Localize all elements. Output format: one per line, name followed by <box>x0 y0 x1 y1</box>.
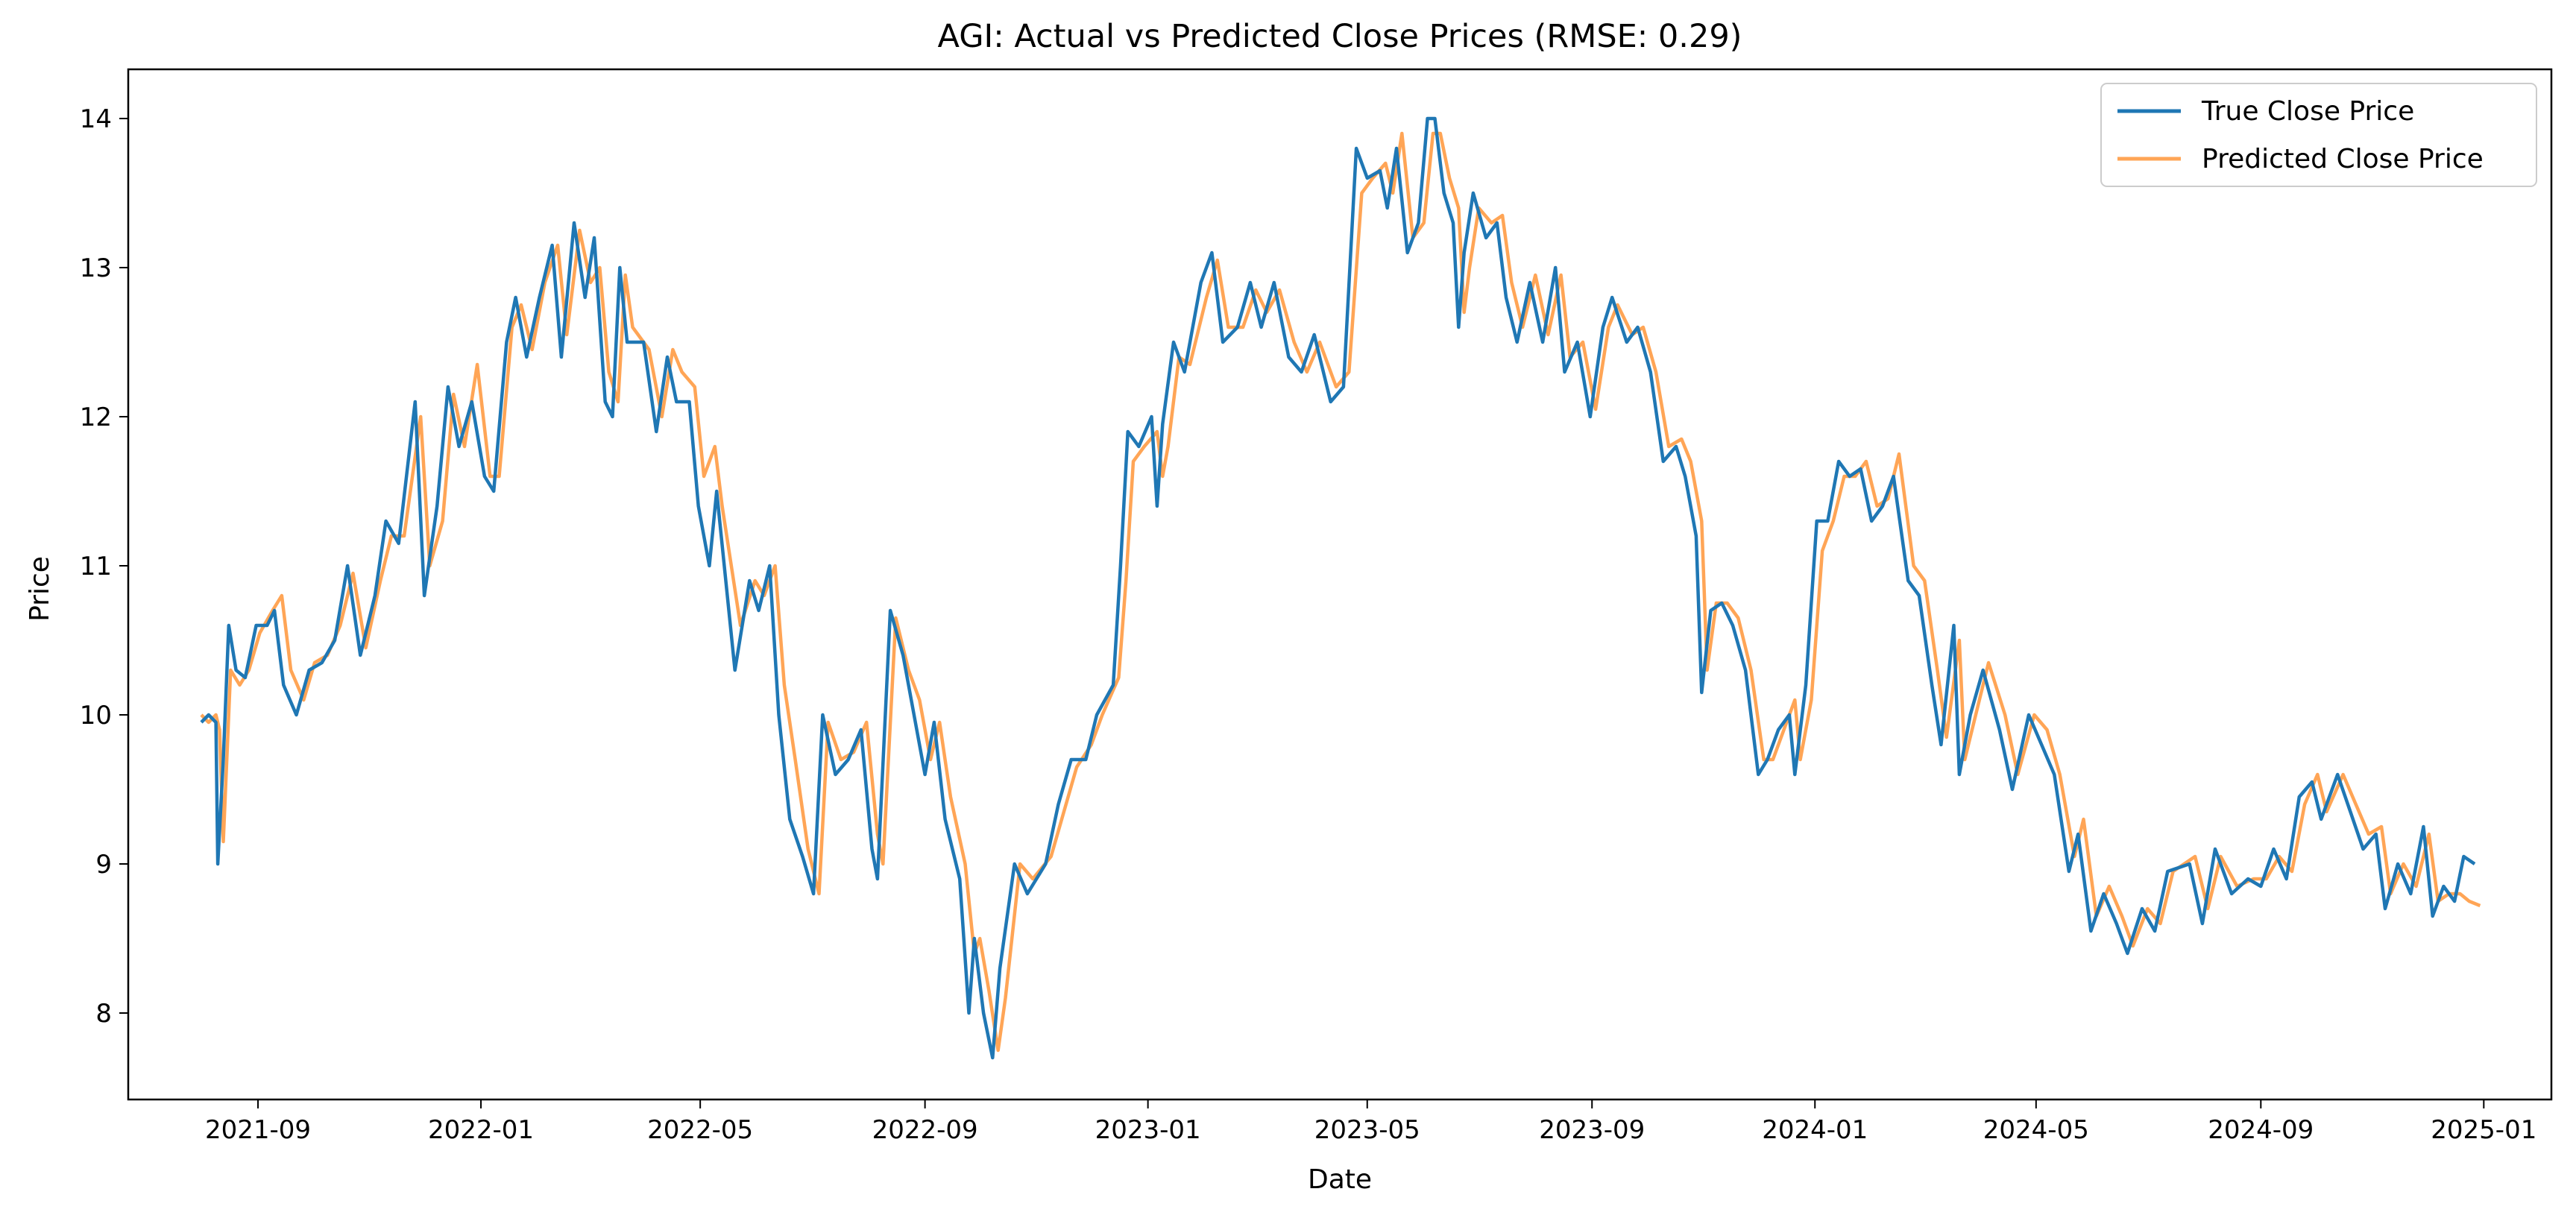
y-tick-label: 13 <box>80 253 112 283</box>
x-tick-label: 2023-05 <box>1314 1115 1420 1145</box>
y-tick-label: 8 <box>95 999 112 1029</box>
x-tick-label: 2022-09 <box>872 1115 978 1145</box>
legend-label-true: True Close Price <box>2201 96 2414 127</box>
x-tick-label: 2022-05 <box>647 1115 753 1145</box>
legend-label-predicted: Predicted Close Price <box>2202 144 2484 174</box>
x-tick-label: 2024-05 <box>1983 1115 2089 1145</box>
legend-box <box>2100 83 2537 187</box>
y-tick-label: 9 <box>95 850 112 880</box>
x-axis: 2021-09 2022-01 2022-05 2022-09 2023-01 2023-… <box>205 1099 2536 1145</box>
x-tick-label: 2023-01 <box>1095 1115 1201 1145</box>
x-tick-label: 2023-09 <box>1539 1115 1645 1145</box>
legend: True Close Price Predicted Close Price <box>2100 83 2537 187</box>
chart-title: AGI: Actual vs Predicted Close Prices (R… <box>938 18 1742 55</box>
y-tick-label: 14 <box>80 104 112 134</box>
x-tick-label: 2021-09 <box>205 1115 311 1145</box>
y-axis: 8 9 10 11 12 13 14 <box>80 104 128 1029</box>
series-line-true-close-price <box>200 116 2476 1060</box>
x-tick-label: 2024-01 <box>1762 1115 1868 1145</box>
y-tick-label: 11 <box>80 552 112 581</box>
plot-lines <box>200 116 2481 1060</box>
series-line-predicted-close-price <box>200 131 2481 1053</box>
x-tick-label: 2025-01 <box>2431 1115 2536 1145</box>
y-axis-label: Price <box>25 556 55 622</box>
x-tick-label: 2024-09 <box>2208 1115 2314 1145</box>
x-tick-label: 2022-01 <box>428 1115 534 1145</box>
plot-area-frame <box>127 68 2553 1101</box>
x-axis-label: Date <box>1308 1164 1372 1195</box>
y-tick-label: 10 <box>80 701 112 731</box>
y-tick-label: 12 <box>80 403 112 432</box>
